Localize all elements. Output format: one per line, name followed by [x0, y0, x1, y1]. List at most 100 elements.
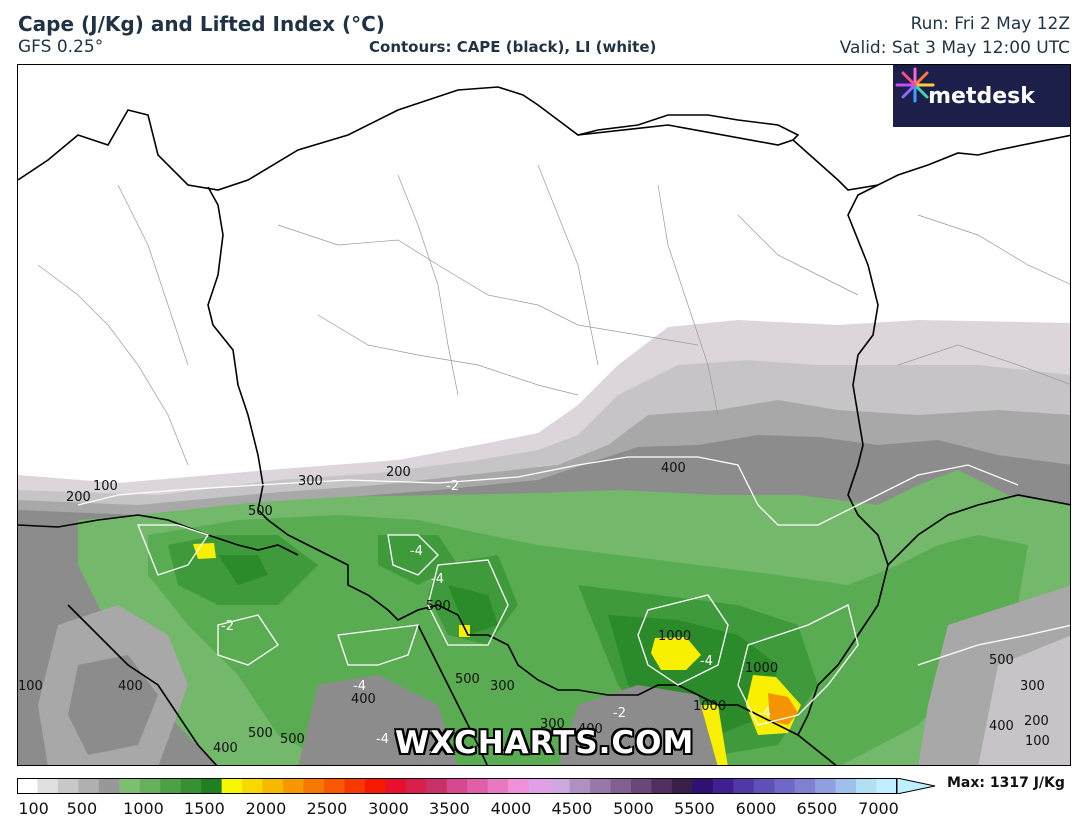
lifted-index-contours	[77, 456, 1070, 726]
colorbar-swatch	[221, 778, 243, 794]
colorbar-tick-label: 3500	[429, 799, 470, 818]
cape-label: 500	[280, 732, 305, 747]
colorbar-swatch	[180, 778, 202, 794]
cape-label: 300	[1020, 679, 1045, 694]
cape-label: 200	[1024, 714, 1049, 729]
cape-label: 100	[93, 479, 118, 494]
colorbar-swatch	[651, 778, 673, 794]
regional-boundaries	[37, 164, 1070, 466]
colorbar-swatch	[794, 778, 816, 794]
cape-label: 400	[118, 679, 143, 694]
colorbar-swatch	[446, 778, 468, 794]
colorbar-swatch	[160, 778, 182, 794]
cape-labels: 100 200 300 200 400 500 500 500 300 1000…	[18, 461, 1050, 756]
colorbar-tick-label: 2000	[245, 799, 287, 818]
colorbar-swatch	[692, 778, 714, 794]
colorbar-swatch	[17, 778, 38, 794]
colorbar-swatch	[283, 778, 305, 794]
colorbar-tick-label: 1000	[123, 799, 164, 818]
colorbar-swatch	[835, 778, 857, 794]
colorbar-swatch	[630, 778, 652, 794]
colorbar-swatch	[201, 778, 223, 794]
colorbar-tick-label: 4500	[551, 799, 593, 818]
li-label: -4	[410, 544, 423, 559]
colorbar-swatch	[78, 778, 100, 794]
colorbar-tick-label: 6000	[735, 799, 777, 818]
colorbar-swatch	[753, 778, 775, 794]
colorbar-swatch	[242, 778, 264, 794]
cape-label: 400	[989, 719, 1014, 734]
li-label: -4	[758, 706, 771, 721]
cape-label: 500	[248, 726, 273, 741]
colorbar-swatch	[405, 778, 427, 794]
colorbar-swatch	[323, 778, 345, 794]
cape-label: 100	[1025, 734, 1050, 749]
wxcharts-watermark: WXCHARTS.COM	[395, 725, 695, 761]
colorbar-tick-label: 5000	[613, 799, 654, 818]
colorbar-swatch	[876, 778, 898, 794]
colorbar-tick-label: 6500	[796, 799, 838, 818]
cape-label: 300	[298, 474, 323, 489]
logo-text: metdesk	[928, 83, 1035, 109]
li-label: -2	[613, 706, 626, 721]
colorbar-swatch	[487, 778, 509, 794]
colorbar-swatch	[610, 778, 632, 794]
colorbar-swatch	[385, 778, 407, 794]
cape-label: 400	[351, 692, 376, 707]
colorbar-swatch	[37, 778, 59, 794]
cape-label: 500	[989, 653, 1014, 668]
colorbar-tick-label: 7000	[858, 799, 899, 818]
colorbar-swatch	[119, 778, 141, 794]
cape-label: 1000	[658, 629, 691, 644]
cape-label: 100	[18, 679, 43, 694]
colorbar-tick-label: 3000	[368, 799, 409, 818]
cape-label: 1000	[745, 661, 778, 676]
cape-label: 400	[213, 741, 238, 756]
colorbar-swatch	[467, 778, 489, 794]
colorbar-swatch	[569, 778, 591, 794]
coastline-and-borders	[18, 86, 1070, 765]
colorbar-tick-label: 5500	[674, 799, 715, 818]
colorbar-tick-label: 4000	[490, 799, 532, 818]
colorbar-swatch	[671, 778, 693, 794]
colorbar-tick-label: 500	[66, 799, 98, 818]
colorbar-swatch	[364, 778, 386, 794]
colorbar-ticks: 100 500 1000 1500 2000 2500 3000 3500 4000 4500 50…	[17, 799, 1017, 819]
li-label: -4	[353, 679, 366, 694]
cape-label: 500	[426, 599, 451, 614]
colorbar-border	[17, 778, 897, 794]
colorbar-tick-label: 2500	[306, 799, 348, 818]
cape-label: 1000	[693, 699, 726, 714]
colorbar-tick-label: 100	[18, 799, 49, 818]
cape-colorbar	[17, 778, 936, 794]
colorbar-swatch	[57, 778, 79, 794]
cape-label: 400	[578, 722, 603, 737]
colorbar-swatch	[590, 778, 611, 794]
colorbar-tick-label: 1500	[184, 799, 225, 818]
map-panel[interactable]: 100 200 300 200 400 500 500 500 300 1000…	[17, 64, 1071, 766]
cape-shading	[18, 320, 1070, 765]
cape-label: 500	[455, 672, 480, 687]
chart-title: Cape (J/Kg) and Lifted Index (°C)	[18, 12, 385, 36]
metdesk-burst-icon	[895, 67, 935, 103]
metdesk-logo[interactable]: metdesk	[893, 65, 1070, 127]
cape-label: 200	[386, 465, 411, 480]
cape-label: 200	[66, 490, 91, 505]
contours-note: Contours: CAPE (black), LI (white)	[369, 38, 657, 56]
cape-label: 300	[490, 679, 515, 694]
model-label: GFS 0.25°	[18, 37, 104, 57]
colorbar-swatch	[528, 778, 550, 794]
colorbar-swatch	[508, 778, 530, 794]
colorbar-extend-arrow	[896, 778, 936, 794]
cape-label: 500	[248, 504, 273, 519]
li-label: -2	[221, 619, 234, 634]
colorbar-swatch	[262, 778, 284, 794]
valid-label: Valid: Sat 3 May 12:00 UTC	[839, 38, 1070, 58]
weather-map: 100 200 300 200 400 500 500 500 300 1000…	[18, 86, 1070, 765]
colorbar-swatch	[549, 778, 571, 794]
colorbar-swatch	[856, 778, 878, 794]
run-label: Run: Fri 2 May 12Z	[910, 14, 1070, 34]
li-label: -4	[431, 572, 444, 587]
colorbar-swatch	[712, 778, 734, 794]
colorbar-swatch	[426, 778, 448, 794]
